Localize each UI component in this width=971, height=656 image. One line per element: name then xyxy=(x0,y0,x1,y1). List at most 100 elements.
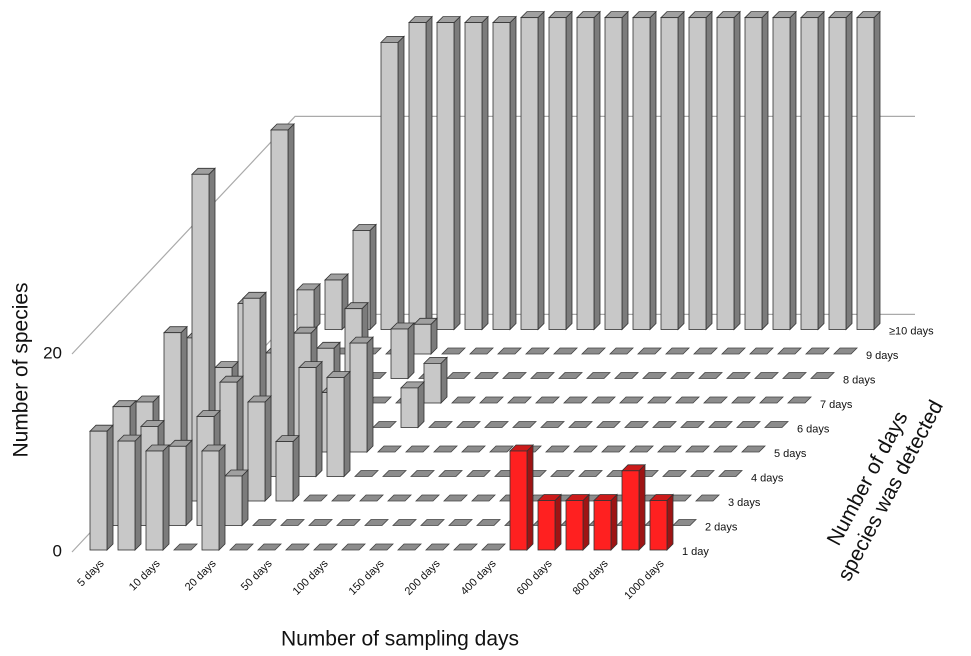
tile xyxy=(484,421,509,428)
tile xyxy=(471,494,496,502)
bar xyxy=(296,282,321,331)
bar-side xyxy=(407,322,415,380)
tile xyxy=(708,421,733,428)
tile xyxy=(680,421,705,428)
bar-side xyxy=(440,356,448,404)
bar xyxy=(565,493,590,551)
tile xyxy=(441,347,466,355)
x-tick-label: 1000 days xyxy=(622,557,667,602)
tile xyxy=(377,445,402,453)
tile xyxy=(438,470,463,477)
empty-tile xyxy=(285,543,310,551)
bar xyxy=(270,123,295,478)
tile xyxy=(787,396,812,404)
bar xyxy=(247,395,272,502)
bar-side xyxy=(241,469,249,527)
y-tick-label: 20 xyxy=(43,343,62,362)
x-tick-label: 100 days xyxy=(291,557,331,597)
empty-tile xyxy=(354,470,379,477)
bar-front xyxy=(464,22,483,330)
tile xyxy=(596,421,621,428)
empty-tile xyxy=(173,543,198,551)
bar-front xyxy=(201,450,220,551)
tile xyxy=(782,372,807,379)
empty-tile xyxy=(405,445,430,453)
bar xyxy=(520,10,545,331)
tile xyxy=(433,445,458,453)
tile xyxy=(629,445,654,453)
bar-side xyxy=(638,463,646,551)
tile xyxy=(642,372,667,379)
tile xyxy=(693,347,718,355)
empty-tile xyxy=(657,445,682,453)
empty-tile xyxy=(540,421,565,428)
bar xyxy=(856,10,881,331)
empty-tile xyxy=(308,519,333,526)
bar-side xyxy=(481,15,489,331)
bar-front xyxy=(509,450,528,551)
row-label: 8 days xyxy=(843,374,876,386)
empty-tile xyxy=(252,519,277,526)
tile xyxy=(591,396,616,404)
tile xyxy=(382,470,407,477)
bar xyxy=(349,336,374,453)
bar-front xyxy=(413,323,432,355)
bar xyxy=(744,10,769,331)
empty-tile xyxy=(545,445,570,453)
bar-side xyxy=(733,10,741,331)
bar xyxy=(688,10,713,331)
empty-tile xyxy=(303,494,328,502)
tile xyxy=(173,543,198,551)
bar-side xyxy=(218,444,226,551)
empty-tile xyxy=(787,396,812,404)
tile xyxy=(690,470,715,477)
empty-tile xyxy=(690,470,715,477)
bar xyxy=(168,439,193,527)
tile xyxy=(833,347,858,355)
tile xyxy=(614,372,639,379)
empty-tile xyxy=(359,494,384,502)
empty-tile xyxy=(497,347,522,355)
empty-tile xyxy=(525,347,550,355)
tile xyxy=(619,396,644,404)
empty-tile xyxy=(624,421,649,428)
empty-tile xyxy=(476,519,501,526)
tile xyxy=(810,372,835,379)
tile xyxy=(545,445,570,453)
empty-tile xyxy=(675,396,700,404)
empty-tile xyxy=(415,494,440,502)
bar-side xyxy=(509,15,517,331)
tile xyxy=(387,494,412,502)
x-tick-label: 10 days xyxy=(127,557,163,593)
bar-side xyxy=(705,10,713,331)
tile xyxy=(497,347,522,355)
empty-tile xyxy=(369,543,394,551)
tile xyxy=(229,543,254,551)
empty-tile xyxy=(313,543,338,551)
bar-front xyxy=(856,17,875,330)
bar xyxy=(400,380,425,429)
tile xyxy=(731,396,756,404)
bar-front xyxy=(621,470,640,551)
bar xyxy=(201,444,226,551)
tile xyxy=(672,519,697,526)
empty-tile xyxy=(512,421,537,428)
bar xyxy=(408,15,433,331)
bar-side xyxy=(845,10,853,331)
bar-front xyxy=(349,342,368,453)
empty-tile xyxy=(782,372,807,379)
tile xyxy=(637,347,662,355)
empty-tile xyxy=(382,470,407,477)
empty-tile xyxy=(726,372,751,379)
tile xyxy=(777,347,802,355)
empty-tile xyxy=(451,396,476,404)
bar xyxy=(464,15,489,331)
bar-front xyxy=(520,17,539,330)
empty-tile xyxy=(718,470,743,477)
bar-side xyxy=(582,493,590,551)
empty-tile xyxy=(489,445,514,453)
bar-side xyxy=(526,444,534,551)
tile xyxy=(563,396,588,404)
bar-front xyxy=(296,289,315,330)
empty-tile xyxy=(601,445,626,453)
